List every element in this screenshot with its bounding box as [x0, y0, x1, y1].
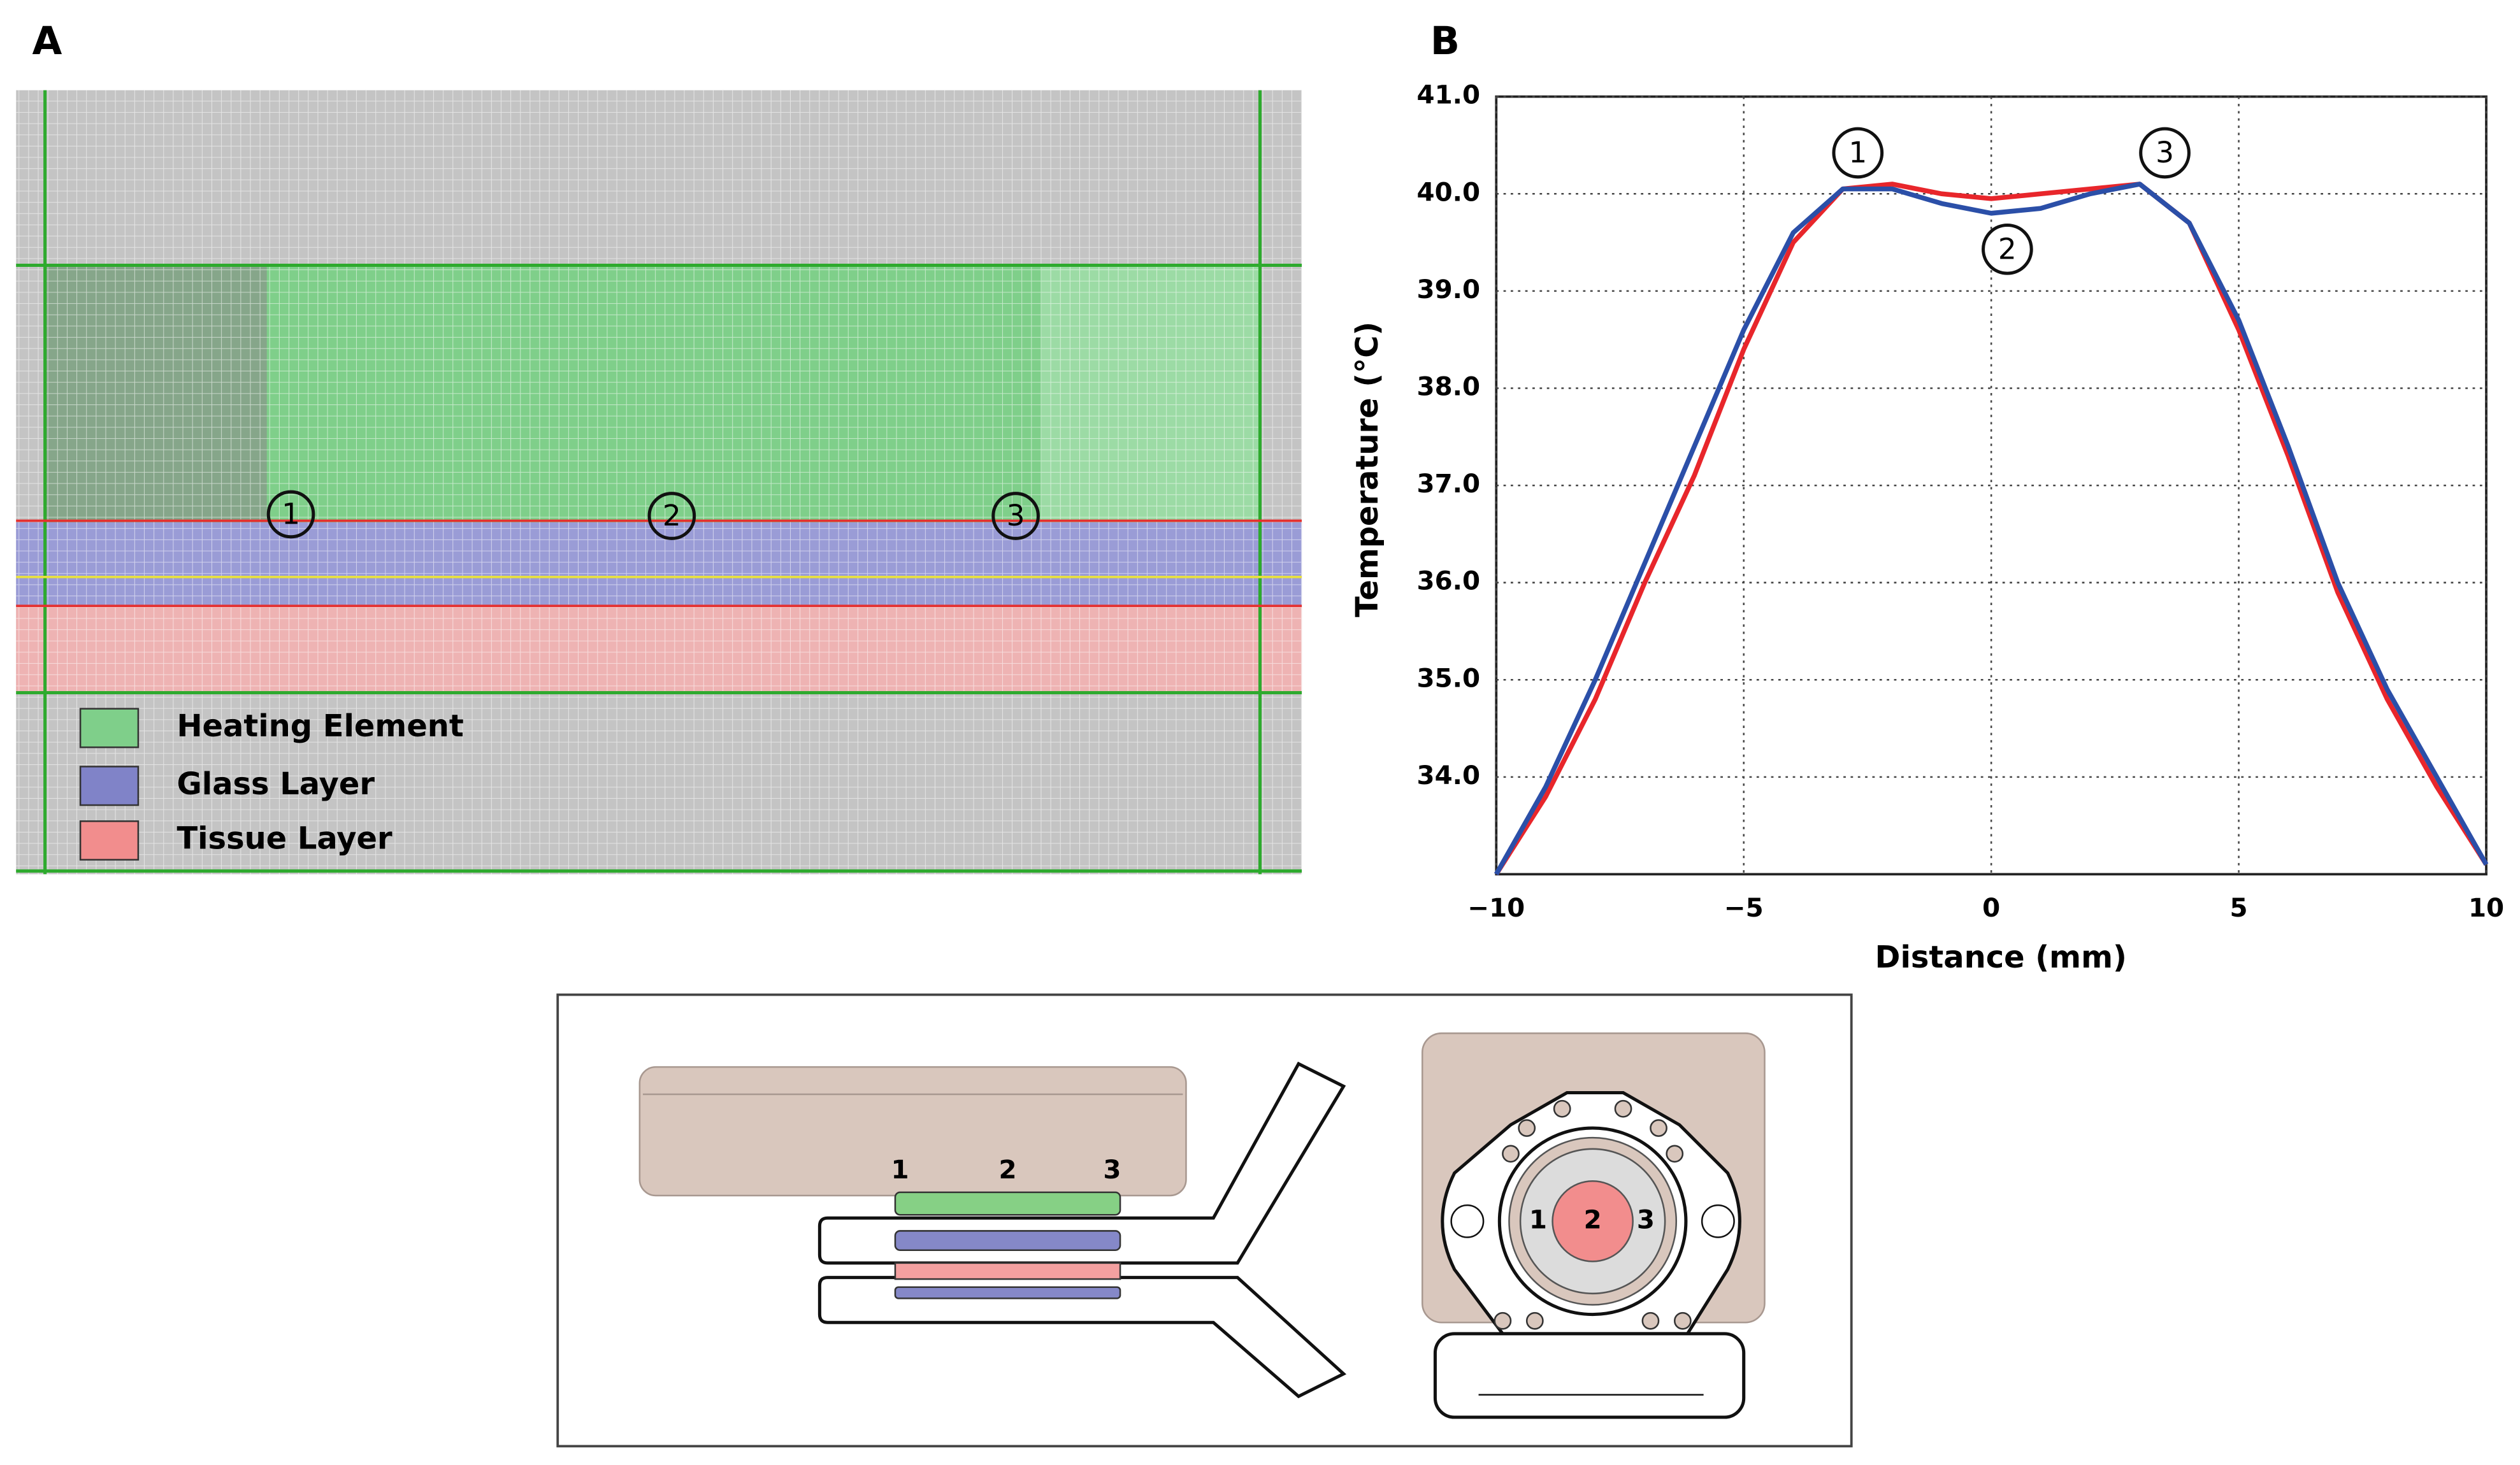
marker-circle [647, 492, 696, 540]
position-label: 2 [1584, 1204, 1602, 1234]
y-tick-label: 35.0 [1417, 663, 1481, 693]
x-tick-label: 5 [2230, 893, 2248, 923]
panel-b: Distance (mm) Temperature (°C) [1350, 95, 2488, 975]
x-tick-label: −10 [1467, 893, 1525, 923]
bolt [1701, 1204, 1735, 1238]
position-label: 3 [1637, 1204, 1655, 1234]
bolts [1494, 1099, 1692, 1330]
legend-label: Glass Layer [176, 767, 375, 802]
base [1433, 1332, 1746, 1419]
legend-swatch [79, 766, 140, 806]
marker: 2 [663, 499, 681, 532]
y-tick-label: 41.0 [1417, 80, 1481, 110]
mesh [16, 90, 1302, 875]
legend-swatch [79, 708, 140, 748]
y-axis-label: Temperature (°C) [1350, 322, 1385, 617]
y-tick-label: 37.0 [1417, 469, 1481, 499]
annotation: 1 [1848, 136, 1867, 169]
y-tick-label: 38.0 [1417, 371, 1481, 401]
legend-label: Tissue Layer [176, 822, 392, 857]
series-line [1494, 182, 2489, 876]
series-line [1494, 182, 2489, 876]
y-tick-label: 40.0 [1417, 177, 1481, 207]
boundary-red [16, 519, 1302, 608]
x-tick-label: −5 [1724, 893, 1764, 923]
annotation-circle [1982, 223, 2033, 275]
tissue [1552, 1180, 1634, 1262]
y-tick-label: 39.0 [1417, 275, 1481, 304]
marker: 1 [282, 497, 300, 531]
marker-circle [266, 490, 315, 539]
bolt [1450, 1204, 1485, 1238]
x-axis-label: Distance (mm) [1875, 940, 2127, 975]
panel-label: B [1430, 19, 1460, 64]
annotation: 2 [1998, 232, 2017, 266]
tissue-layer [894, 1262, 1121, 1280]
position-label: 2 [998, 1155, 1016, 1185]
marker: 3 [1007, 499, 1025, 532]
lower-plate [817, 1276, 1347, 1399]
marker-circle [991, 492, 1040, 540]
y-tick-label: 34.0 [1417, 761, 1481, 790]
legend-swatch [79, 820, 140, 861]
glass-layer [894, 1286, 1121, 1299]
annotation-circle [1832, 127, 1884, 179]
heating-element [894, 1191, 1121, 1216]
position-label: 1 [1529, 1204, 1547, 1234]
y-tick-label: 36.0 [1417, 566, 1481, 596]
x-tick-label: 0 [1982, 893, 2000, 923]
position-label: 3 [1103, 1155, 1121, 1185]
glass-layer [894, 1230, 1121, 1251]
panel-a: Heating Element Glass Layer Tissue Layer… [16, 90, 1302, 875]
annotation-circle [2139, 127, 2191, 179]
panel-label: A [32, 19, 62, 64]
legend-label: Heating Element [176, 709, 463, 744]
panel-c: 1 2 3 1 2 3 [556, 993, 1853, 1448]
position-label: 1 [891, 1155, 909, 1185]
annotation: 3 [2156, 136, 2174, 169]
boundary [16, 90, 1302, 875]
x-tick-label: 10 [2468, 893, 2504, 923]
